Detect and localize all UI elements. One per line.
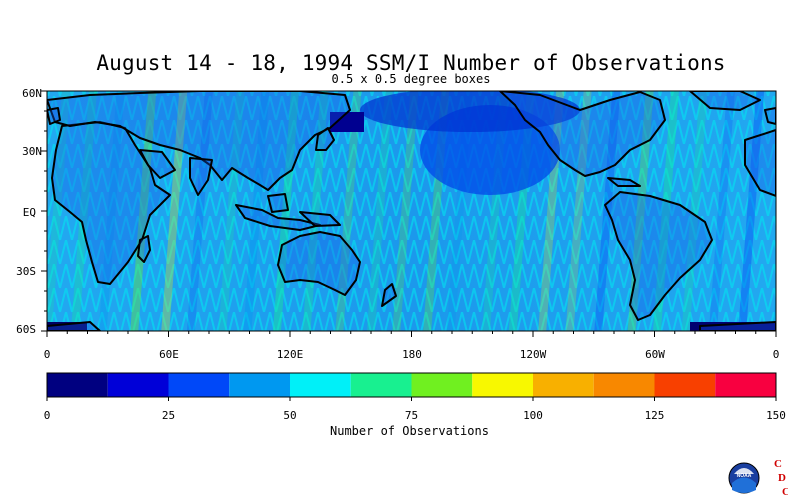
africa-coastline: [51, 121, 171, 285]
low-count-region: [360, 91, 580, 132]
australia-coastline: [277, 231, 361, 296]
chart-title: August 14 - 18, 1994 SSM/I Number of Obs…: [96, 51, 726, 75]
colorbar-bin: [290, 373, 351, 397]
lat-label: 60S: [16, 323, 36, 336]
borneo-coastline: [267, 193, 289, 213]
chart-subtitle: 0.5 x 0.5 degree boxes: [331, 72, 491, 86]
antarctic-edge: [47, 322, 87, 331]
south-america-coastline: [604, 191, 713, 321]
noaa-text: NOAA: [737, 473, 752, 479]
lat-label: 30S: [16, 265, 36, 278]
caribbean-coastline: [607, 177, 641, 187]
colorbar-bin: [168, 373, 230, 397]
colorbar-tick-label: 150: [766, 409, 786, 422]
latitude-axis: [41, 90, 47, 332]
swath-band: [738, 91, 765, 331]
colorbar-bin: [593, 373, 655, 397]
swath-band: [772, 287, 776, 331]
colorbar-label: Number of Observations: [330, 424, 489, 438]
cdc-letter: C: [782, 486, 788, 498]
madagascar-coastline: [137, 235, 151, 263]
colorbar-tick-label: 50: [283, 409, 296, 422]
swath-band: [98, 91, 125, 331]
new-zealand-coastline: [381, 283, 397, 307]
swath-band: [392, 91, 419, 331]
colorbar-bin: [533, 373, 594, 397]
noaa-bird-icon: [734, 468, 754, 474]
antarctica-coastline: [47, 321, 101, 331]
colorbar-bin: [654, 373, 716, 397]
india-coastline: [189, 157, 213, 196]
colorbar-tick-label: 0: [44, 409, 51, 422]
greenland-coastline: [689, 91, 761, 111]
lat-label: 60N: [22, 87, 42, 100]
colorbar-bin: [715, 373, 776, 397]
colorbar: [46, 372, 777, 398]
lon-label: 60E: [159, 348, 179, 361]
swath-band: [565, 91, 592, 331]
colorbar-tick-label: 100: [523, 409, 543, 422]
colorbar-ticks: 0 25 50 75 100 125 150: [44, 397, 786, 422]
swath-band: [708, 91, 735, 331]
colorbar-bin: [47, 373, 108, 397]
uk-coastline: [764, 107, 776, 125]
swath-band: [186, 91, 213, 331]
lat-label: EQ: [23, 206, 36, 219]
lon-label: 60W: [645, 348, 665, 361]
cdc-letter: D: [778, 472, 786, 484]
colorbar-tick-label: 25: [162, 409, 175, 422]
observation-map: [47, 91, 776, 331]
swath-band: [627, 91, 654, 331]
antarctic-edge: [690, 322, 776, 331]
noaa-wave-icon: [732, 477, 756, 493]
uk-coastline: [47, 107, 61, 125]
longitude-axis: [46, 331, 777, 337]
lon-label: 120E: [277, 348, 304, 361]
lon-label: 0: [773, 348, 780, 361]
colorbar-tick-label: 125: [645, 409, 665, 422]
lon-label: 180: [402, 348, 422, 361]
colorbar-tick-label: 75: [405, 409, 418, 422]
lon-label: 120W: [520, 348, 547, 361]
lon-label: 0: [44, 348, 51, 361]
colorbar-bin: [350, 373, 412, 397]
africa-west-coastline: [744, 129, 776, 197]
colorbar-bin: [229, 373, 290, 397]
colorbar-bin: [472, 373, 533, 397]
cdc-letter: C: [774, 458, 782, 470]
arabia-coastline: [139, 149, 176, 179]
north-america-coastline: [499, 91, 666, 177]
coastlines: [47, 91, 776, 331]
swath-band: [366, 91, 393, 331]
swath-band: [243, 91, 270, 331]
lat-label: 30N: [22, 145, 42, 158]
swath-band: [218, 91, 245, 331]
eurasia-coastline: [47, 91, 351, 191]
antarctica-coastline: [699, 321, 776, 331]
no-data-block: [330, 112, 364, 132]
swath-band: [70, 91, 97, 331]
swath-band: [335, 91, 362, 331]
swath-band: [652, 91, 679, 331]
japan-coastline: [315, 127, 335, 151]
colorbar-bin: [107, 373, 169, 397]
noaa-cdc-logo: NOAA C D C: [728, 458, 788, 498]
swath-band: [47, 91, 70, 331]
colorbar-bin: [411, 373, 473, 397]
new-guinea-coastline: [299, 211, 341, 227]
orbit-swath-bands: [47, 91, 776, 331]
